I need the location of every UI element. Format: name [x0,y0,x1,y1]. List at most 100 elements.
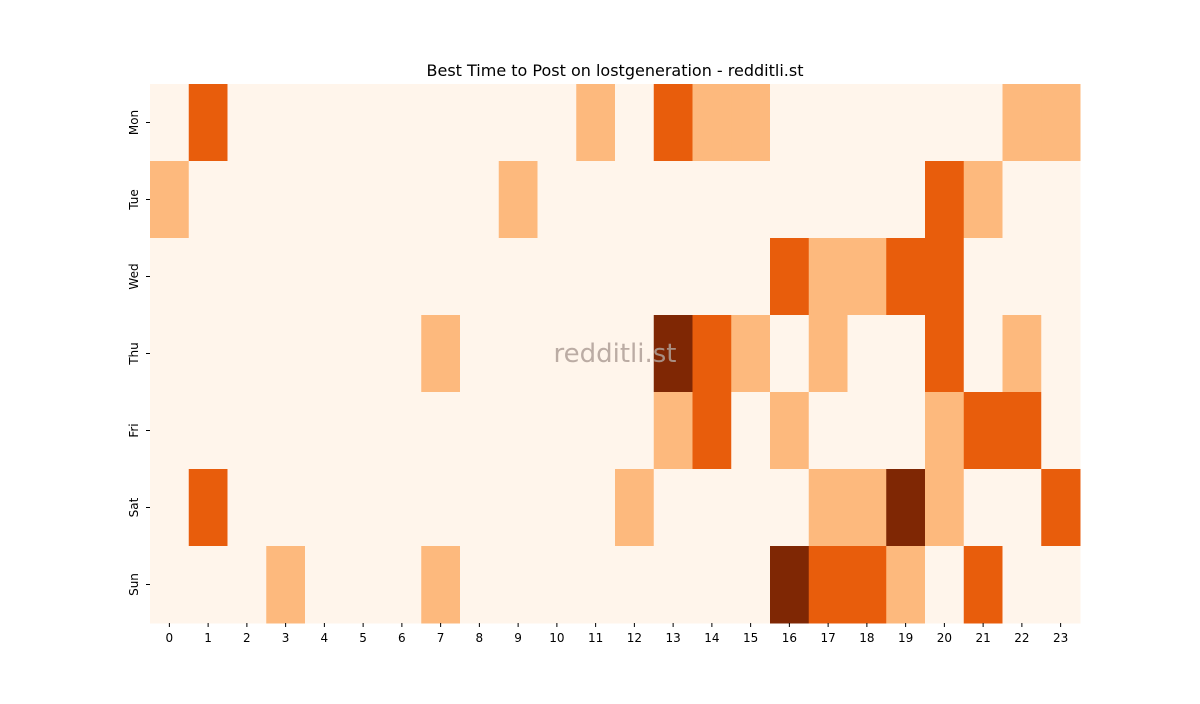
x-tick-label: 14 [704,631,719,645]
heat-cell [925,84,965,162]
heat-cell [808,392,848,470]
heat-cell [692,392,732,470]
heat-cell [576,546,616,624]
heat-cell [382,161,422,239]
heat-cell [150,546,190,624]
heat-cell [537,546,577,624]
heat-cell [227,238,267,316]
heat-cell [653,238,693,316]
heat-cell [1041,315,1081,393]
x-tick-label: 6 [398,631,406,645]
x-tick-label: 15 [743,631,758,645]
heat-cell [963,84,1003,162]
heat-cell [808,84,848,162]
heat-cell [847,161,887,239]
heat-cell [963,546,1003,624]
heat-cell [1002,469,1042,547]
heat-cell [343,546,383,624]
heat-cell [770,161,810,239]
heat-cell [305,161,345,239]
heat-cell [963,238,1003,316]
heat-cell [305,238,345,316]
heat-cell [1002,546,1042,624]
heat-cell [460,392,500,470]
heat-cell [615,161,655,239]
heat-cell [731,546,771,624]
heat-cell [537,238,577,316]
heat-cell [421,469,461,547]
heat-cell [1041,161,1081,239]
heat-cell [537,161,577,239]
heat-cell [925,238,965,316]
heat-cell [498,315,538,393]
heat-cell [227,84,267,162]
heat-cell [731,315,771,393]
heat-cell [925,315,965,393]
cells [150,84,1081,624]
heat-cell [847,238,887,316]
heat-cell [266,84,306,162]
heat-cell [847,469,887,547]
heat-cell [731,238,771,316]
heat-cell [925,392,965,470]
heat-cell [537,84,577,162]
heat-cell [1041,84,1081,162]
x-tick-label: 16 [782,631,797,645]
heat-cell [770,546,810,624]
heat-cell [576,392,616,470]
heat-cell [150,469,190,547]
heat-cell [343,392,383,470]
heat-cell [925,469,965,547]
heat-cell [731,469,771,547]
heat-cell [770,315,810,393]
heat-cell [692,161,732,239]
heat-cell [266,315,306,393]
y-tick-label: Thu [127,342,141,366]
heat-cell [1041,392,1081,470]
heat-cell [576,315,616,393]
y-tick-label: Mon [127,110,141,135]
heat-cell [266,238,306,316]
heat-cell [305,84,345,162]
heat-cell [343,161,383,239]
heat-cell [692,546,732,624]
heat-cell [343,315,383,393]
heat-cell [460,238,500,316]
heat-cell [150,238,190,316]
heat-cell [227,161,267,239]
y-tick-label: Sun [127,573,141,596]
heat-cell [886,238,926,316]
y-tick-label: Sat [127,497,141,517]
x-tick-label: 20 [937,631,952,645]
heat-cell [188,469,228,547]
heat-cell [460,315,500,393]
heat-cell [770,84,810,162]
heat-cell [188,546,228,624]
heat-cell [886,161,926,239]
heat-cell [963,469,1003,547]
heat-cell [537,469,577,547]
heat-cell [963,161,1003,239]
heat-cell [305,315,345,393]
heat-cell [653,469,693,547]
heat-cell [150,161,190,239]
heat-cell [150,315,190,393]
heat-cell [382,84,422,162]
heat-cell [266,469,306,547]
heat-cell [460,546,500,624]
heat-cell [886,469,926,547]
heat-cell [847,392,887,470]
heat-cell [653,161,693,239]
heat-cell [305,392,345,470]
heat-cell [421,238,461,316]
heat-cell [498,161,538,239]
heat-cell [808,469,848,547]
heat-cell [1002,84,1042,162]
heat-cell [498,84,538,162]
chart-title: Best Time to Post on lostgeneration - re… [427,61,804,80]
heat-cell [343,238,383,316]
heat-cell [615,469,655,547]
heat-cell [808,161,848,239]
x-tick-label: 23 [1053,631,1068,645]
